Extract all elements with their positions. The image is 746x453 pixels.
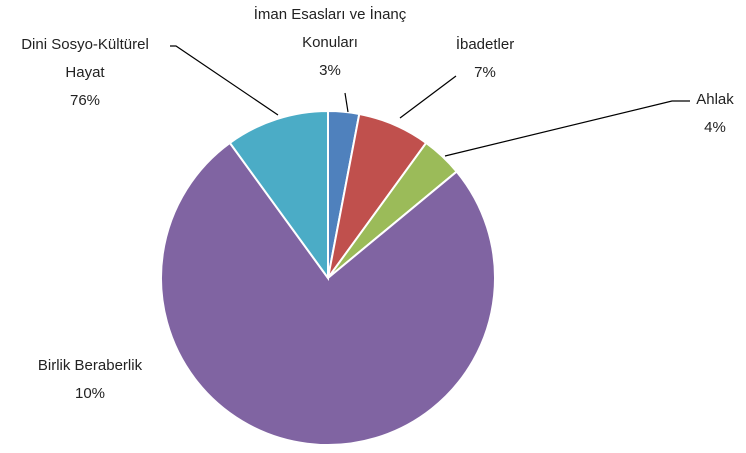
slice-value: 3% bbox=[319, 62, 341, 79]
leader-line bbox=[399, 75, 457, 119]
slice-name: Dini Sosyo-Kültürel Hayat bbox=[21, 36, 149, 81]
slice-label: Ahlak 4% bbox=[680, 86, 746, 142]
pie-slice bbox=[228, 109, 329, 282]
slice-name: Birlik Beraberlik bbox=[37, 357, 143, 374]
leader-line bbox=[344, 92, 349, 113]
pie-slice bbox=[160, 141, 496, 446]
slice-value: 7% bbox=[474, 64, 496, 81]
leader-line bbox=[444, 100, 690, 157]
slice-label: İbadetler 7% bbox=[430, 31, 540, 87]
slice-name: Ahlak bbox=[696, 91, 734, 108]
slice-name: İman Esasları ve İnanç Konuları bbox=[253, 6, 407, 51]
slice-label: İman Esasları ve İnanç Konuları 3% bbox=[245, 1, 415, 85]
slice-name: İbadetler bbox=[455, 36, 515, 53]
slice-value: 10% bbox=[74, 385, 106, 402]
slice-label: Dini Sosyo-Kültürel Hayat 76% bbox=[0, 31, 170, 115]
slice-value: 4% bbox=[704, 119, 726, 136]
leader-line bbox=[170, 45, 279, 116]
slice-value: 76% bbox=[69, 92, 101, 109]
slice-label: Birlik Beraberlik 10% bbox=[20, 352, 160, 408]
